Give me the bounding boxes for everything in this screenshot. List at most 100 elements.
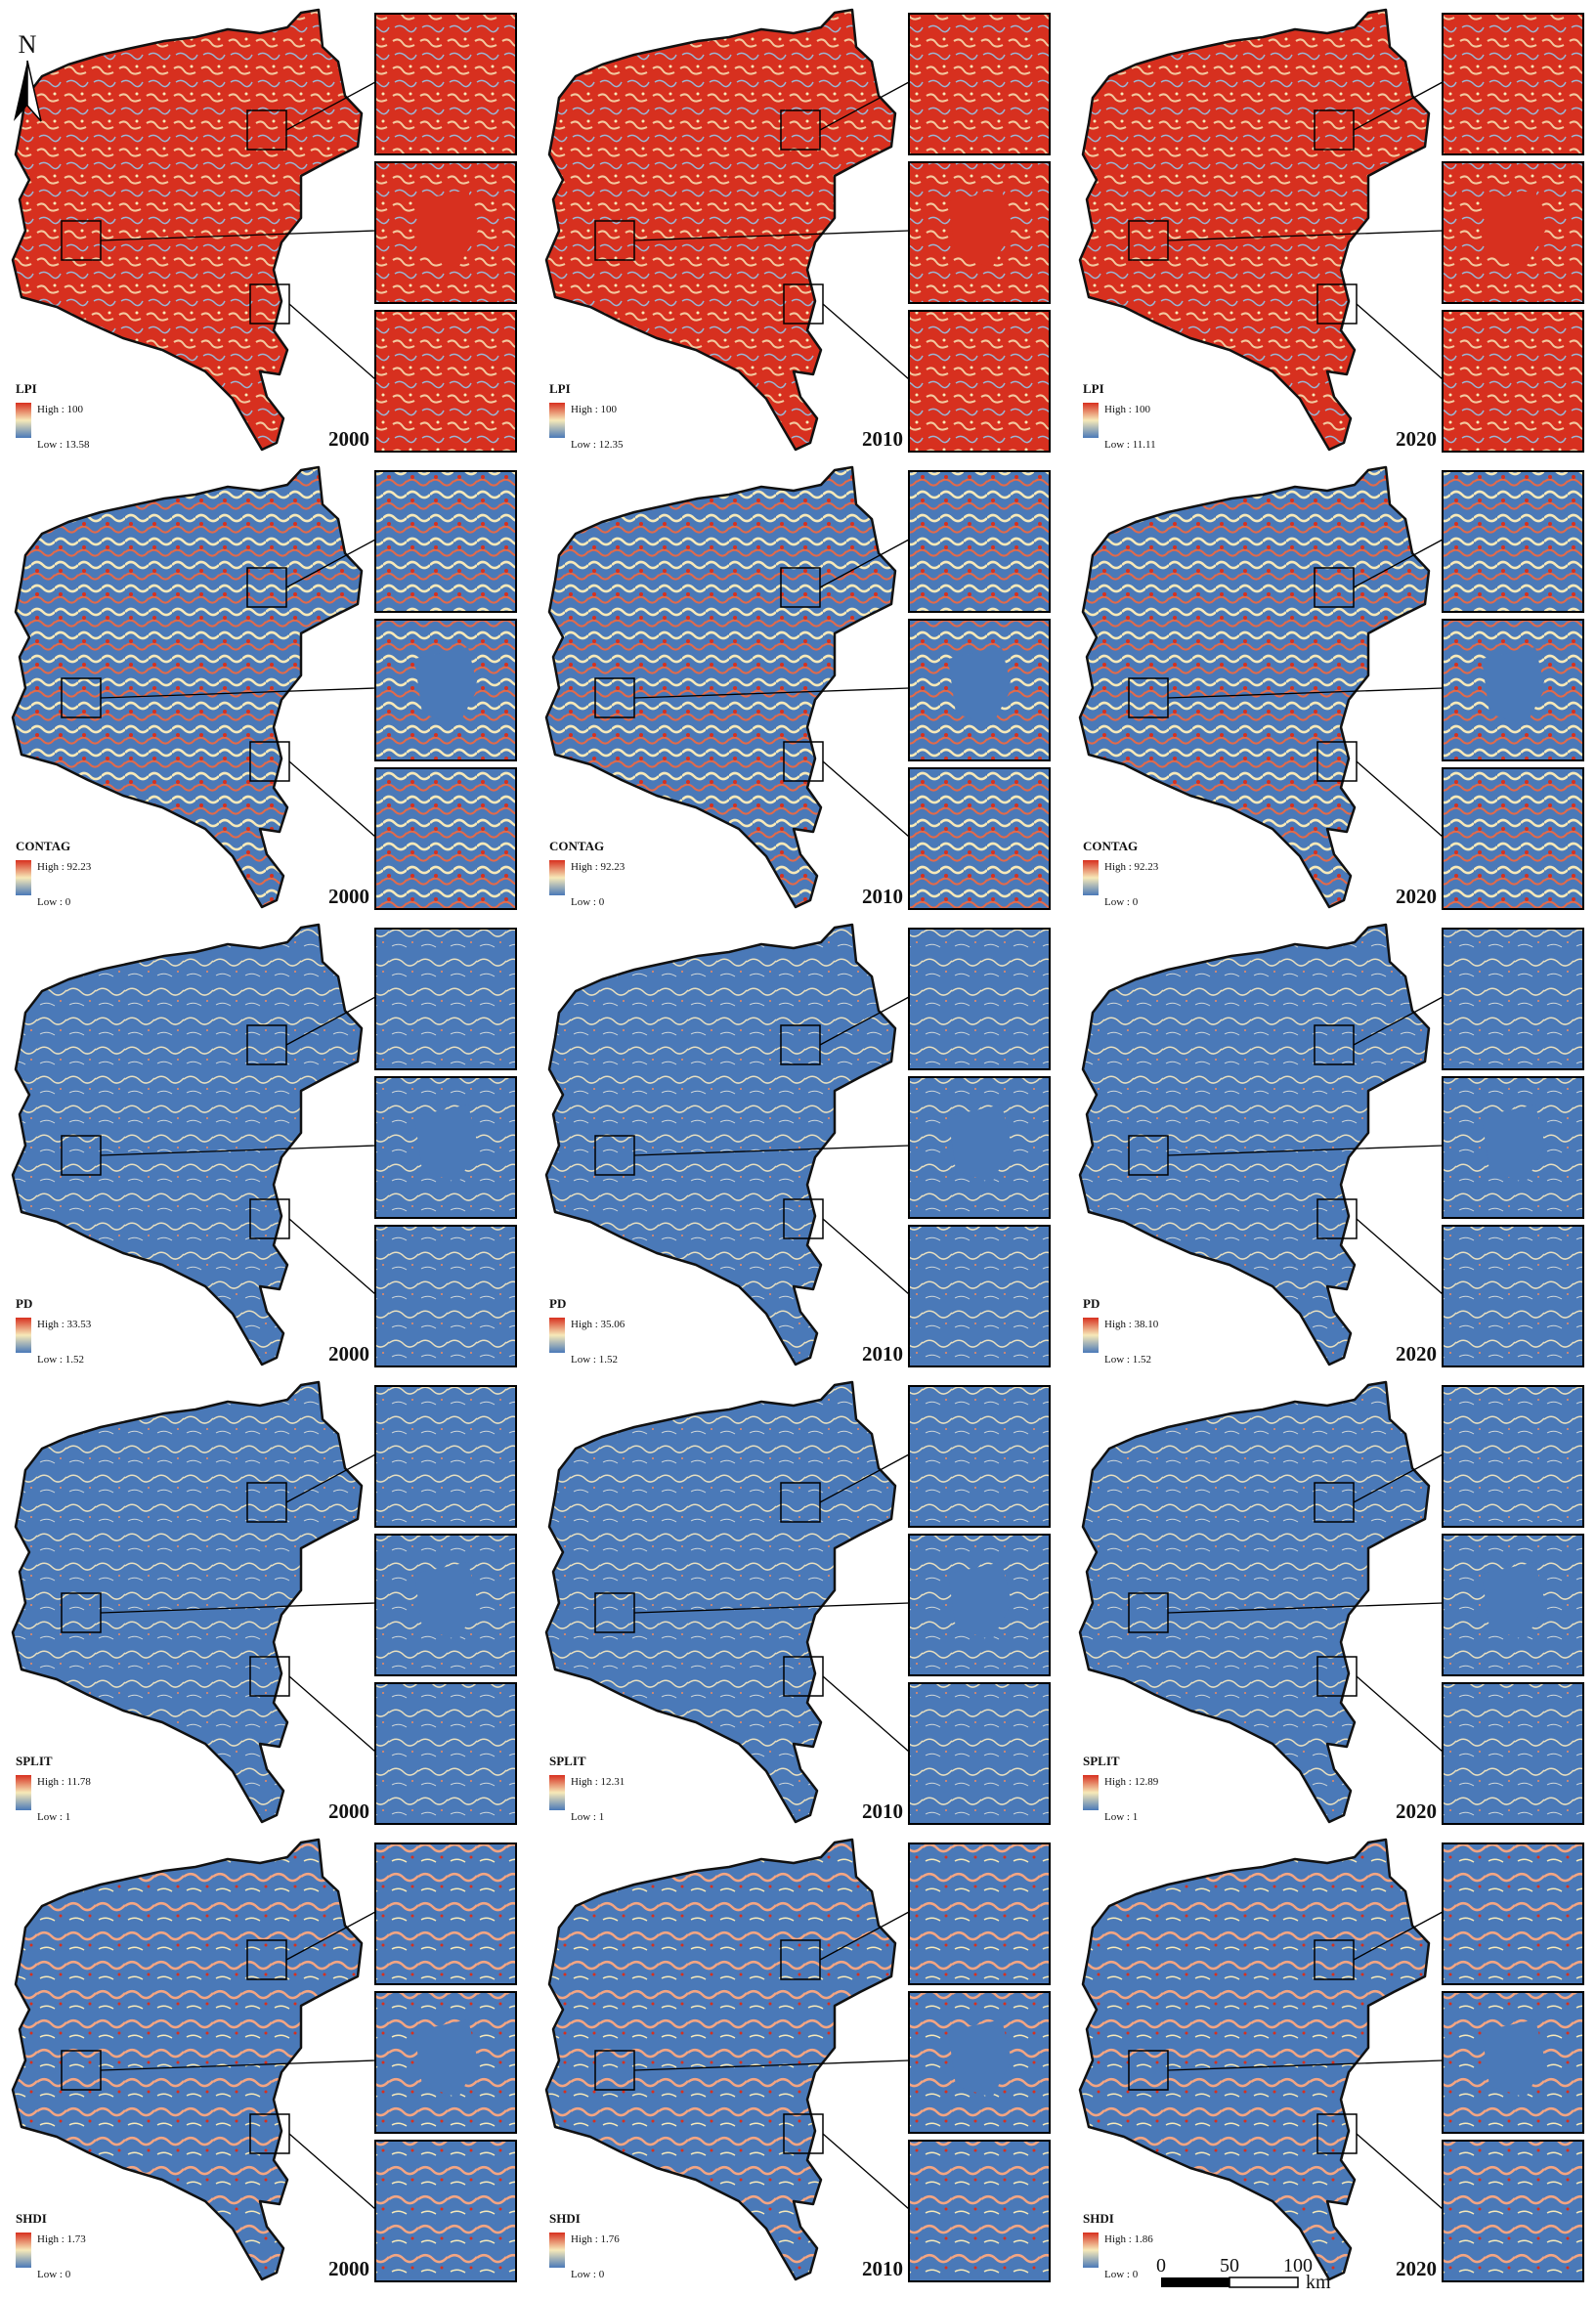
inset-lake bbox=[948, 1562, 1012, 1640]
leader-line bbox=[633, 2060, 910, 2071]
inset-panel bbox=[374, 2140, 517, 2282]
leader-line bbox=[1353, 1911, 1444, 1961]
leader-line bbox=[633, 1145, 910, 1156]
leader-line bbox=[1353, 539, 1444, 588]
legend-low-label: Low : 1 bbox=[1104, 1811, 1138, 1823]
region-map bbox=[1078, 8, 1431, 452]
inset-panel bbox=[908, 13, 1051, 155]
year-label: 2000 bbox=[328, 1342, 369, 1366]
leader-line bbox=[1353, 1453, 1444, 1503]
inset-panel bbox=[1442, 1225, 1584, 1367]
region-map bbox=[544, 465, 897, 909]
legend-high-label: High : 11.78 bbox=[37, 1776, 91, 1788]
year-label: 2020 bbox=[1396, 1342, 1437, 1366]
map-panel: SHDI High : 1.73 Low : 0 2000 bbox=[11, 1838, 517, 2282]
legend-low-label: Low : 0 bbox=[571, 896, 605, 908]
legend-colorbar bbox=[549, 403, 565, 438]
leader-line bbox=[100, 1145, 376, 1156]
region-map bbox=[11, 923, 364, 1366]
metric-label: PD bbox=[1083, 1296, 1100, 1311]
leader-line bbox=[288, 760, 376, 838]
region-map bbox=[544, 8, 897, 452]
metric-label: SHDI bbox=[1083, 2211, 1114, 2226]
map-panel: SHDI High : 1.76 Low : 0 2010 bbox=[544, 1838, 1051, 2282]
metric-label: LPI bbox=[1083, 381, 1104, 396]
leader-line bbox=[822, 303, 910, 380]
scale-tick-label: 100 bbox=[1283, 2255, 1313, 2276]
scale-unit-label: km bbox=[1306, 2272, 1331, 2293]
metric-label: PD bbox=[549, 1296, 566, 1311]
map-panel: CONTAG High : 92.23 Low : 0 2000 bbox=[11, 465, 517, 910]
legend-high-label: High : 1.73 bbox=[37, 2233, 86, 2245]
leader-line bbox=[822, 760, 910, 838]
region-map bbox=[544, 1380, 897, 1824]
map-panel: CONTAG High : 92.23 Low : 0 2010 bbox=[544, 465, 1051, 910]
map-panel: PD High : 35.06 Low : 1.52 2010 bbox=[544, 923, 1051, 1367]
inset-panel bbox=[908, 470, 1051, 613]
leader-line bbox=[285, 996, 376, 1046]
year-label: 2000 bbox=[328, 2257, 369, 2280]
legend-low-label: Low : 11.11 bbox=[1104, 439, 1156, 451]
inset-panel bbox=[374, 310, 517, 453]
legend-high-label: High : 100 bbox=[37, 404, 84, 415]
leader-line bbox=[822, 1218, 910, 1295]
scale-tick-label: 50 bbox=[1220, 2255, 1239, 2276]
year-label: 2010 bbox=[862, 427, 903, 451]
legend-low-label: Low : 0 bbox=[37, 2269, 71, 2280]
leader-line bbox=[285, 539, 376, 588]
leader-line bbox=[633, 1602, 910, 1614]
inset-lake bbox=[1482, 1105, 1545, 1183]
inset-panel bbox=[908, 1843, 1051, 1985]
legend-low-label: Low : 0 bbox=[1104, 896, 1139, 908]
inset-lake bbox=[414, 1562, 478, 1640]
legend-high-label: High : 12.89 bbox=[1104, 1776, 1159, 1788]
leader-line bbox=[1356, 760, 1444, 838]
inset-panel bbox=[908, 1682, 1051, 1825]
inset-lake bbox=[948, 1105, 1012, 1183]
legend-colorbar bbox=[549, 1775, 565, 1810]
inset-panel bbox=[908, 928, 1051, 1070]
leader-line bbox=[288, 1218, 376, 1295]
map-panel: SPLIT High : 12.31 Low : 1 2010 bbox=[544, 1380, 1051, 1825]
leader-line bbox=[1167, 230, 1444, 241]
year-label: 2010 bbox=[862, 885, 903, 908]
scale-segment bbox=[1229, 2276, 1299, 2288]
leader-line bbox=[822, 1675, 910, 1753]
leader-line bbox=[288, 1675, 376, 1753]
legend-colorbar bbox=[1083, 860, 1099, 895]
legend-low-label: Low : 1 bbox=[571, 1811, 604, 1823]
inset-lake bbox=[948, 2019, 1012, 2098]
legend-low-label: Low : 1.52 bbox=[37, 1354, 84, 1366]
region-map bbox=[11, 8, 364, 452]
region-map bbox=[1078, 1838, 1431, 2281]
inset-lake bbox=[948, 190, 1012, 268]
leader-line bbox=[285, 1911, 376, 1961]
map-panel: PD High : 33.53 Low : 1.52 2000 bbox=[11, 923, 517, 1367]
legend-colorbar bbox=[16, 1318, 31, 1353]
leader-line bbox=[100, 1602, 376, 1614]
metric-label: SPLIT bbox=[16, 1754, 53, 1768]
year-label: 2000 bbox=[328, 1799, 369, 1823]
leader-line bbox=[1356, 1218, 1444, 1295]
inset-panel bbox=[908, 310, 1051, 453]
legend-high-label: High : 35.06 bbox=[571, 1319, 625, 1330]
year-label: 2010 bbox=[862, 1342, 903, 1366]
region-map bbox=[544, 1838, 897, 2281]
leader-line bbox=[1356, 303, 1444, 380]
inset-panel bbox=[908, 767, 1051, 910]
map-panel: SPLIT High : 11.78 Low : 1 2000 bbox=[11, 1380, 517, 1825]
leader-line bbox=[822, 2133, 910, 2210]
inset-panel bbox=[374, 928, 517, 1070]
leader-line bbox=[819, 996, 910, 1046]
leader-line bbox=[100, 687, 376, 699]
legend-colorbar bbox=[16, 2233, 31, 2268]
map-panel: SPLIT High : 12.89 Low : 1 2020 bbox=[1078, 1380, 1584, 1825]
region-map bbox=[11, 1380, 364, 1824]
inset-panel bbox=[374, 1225, 517, 1367]
legend-colorbar bbox=[16, 403, 31, 438]
scale-tick-label: 0 bbox=[1156, 2255, 1166, 2276]
metric-label: SPLIT bbox=[1083, 1754, 1120, 1768]
inset-lake bbox=[1482, 647, 1545, 725]
